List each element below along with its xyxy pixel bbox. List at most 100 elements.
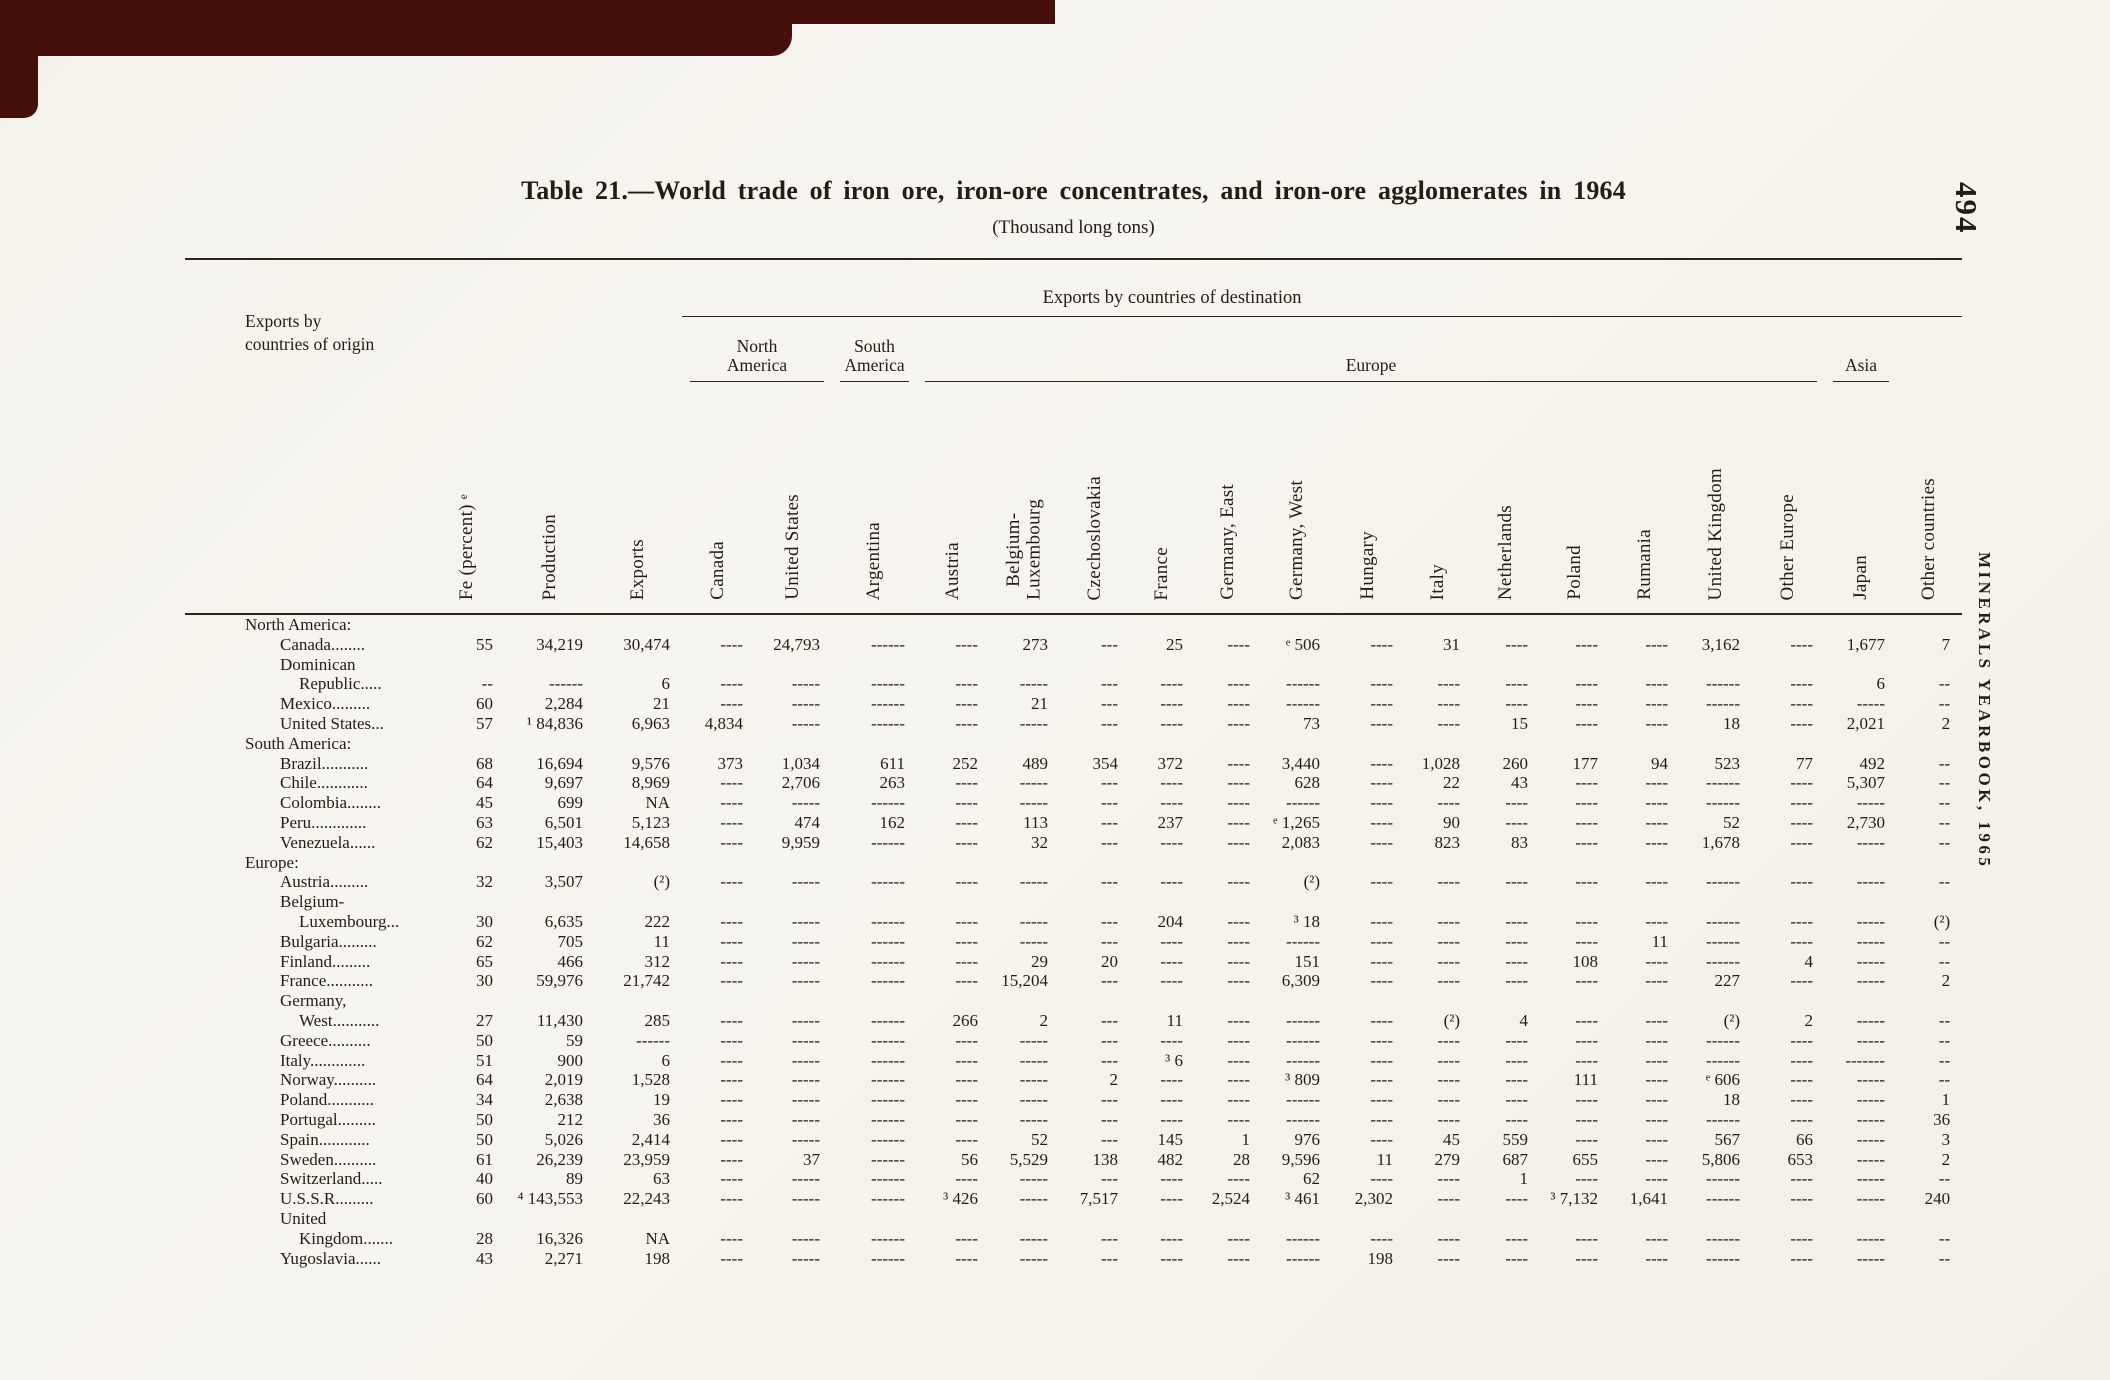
table-cell: ------ [1706, 1248, 1740, 1268]
table-cell: 40 [476, 1169, 493, 1189]
table-cell: ---- [720, 773, 743, 793]
table-row-yugoslavia: Yugoslavia...... 43 2,271 198 ---- ----- -----… [185, 1249, 1962, 1269]
table-cell: 94 [1651, 753, 1668, 773]
table-cell: ---- [1505, 1090, 1528, 1110]
table-cell: 111 [1573, 1070, 1598, 1090]
table-row-venezuela: Venezuela...... 62 15,403 14,658 ---- 9,959 --… [185, 833, 1962, 853]
table-cell: ------ [871, 971, 905, 991]
table-cell: 59 [566, 1030, 583, 1050]
table-cell: ---- [1790, 1228, 1813, 1248]
table-cell: ---- [1437, 1228, 1460, 1248]
column-header-label: Other countries [1918, 477, 1940, 600]
table-cell: 3,507 [544, 872, 583, 892]
row-label: U.S.S.R......... [280, 1189, 374, 1209]
table-cell: ---- [1505, 793, 1528, 813]
region-group-north-america: North America [682, 316, 832, 382]
table-cell: ---- [1437, 1248, 1460, 1268]
column-header-label: Argentina [863, 521, 885, 600]
table-cell: ---- [1227, 1050, 1250, 1070]
table-cell: ------ [1706, 931, 1740, 951]
table-cell: --- [1101, 1169, 1118, 1189]
region-group-label: South America [840, 336, 909, 382]
table-cell: ---- [1645, 793, 1668, 813]
table-cell: 21 [653, 694, 670, 714]
table-cell: 36 [653, 1109, 670, 1129]
table-cell: ------ [871, 951, 905, 971]
table-cell: ---- [1575, 1169, 1598, 1189]
table-cell: 198 [644, 1248, 671, 1268]
table-cell: 62 [1303, 1169, 1320, 1189]
table-cell: ----- [791, 793, 820, 813]
table-cell: ----- [1019, 1228, 1048, 1248]
row-label: Bulgaria......... [280, 931, 377, 951]
table-cell: ---- [1160, 1248, 1183, 1268]
table-cell: ---- [1160, 971, 1183, 991]
table-cell: ³ 426 [943, 1189, 978, 1209]
title-block: Table 21.—World trade of iron ore, iron-… [185, 176, 1962, 239]
table-cell: 5,026 [544, 1129, 583, 1149]
table-cell: ------ [871, 1109, 905, 1129]
table-cell: ---- [1160, 674, 1183, 694]
table-cell: 60 [476, 694, 493, 714]
table-cell: ---- [1505, 1109, 1528, 1129]
table-cell: 177 [1572, 753, 1599, 773]
table-cell: ---- [955, 713, 978, 733]
row-label: France........... [280, 971, 374, 991]
table-cell: 1,678 [1701, 832, 1740, 852]
table-cell: ---- [1160, 793, 1183, 813]
table-cell: ------ [871, 1228, 905, 1248]
row-label: Canada........ [280, 634, 365, 654]
table-cell: ------ [1286, 931, 1320, 951]
table-cell: ---- [1160, 1228, 1183, 1248]
table-cell: 489 [1022, 753, 1049, 773]
column-header-france: France [1130, 382, 1195, 615]
table-cell: ---- [1437, 694, 1460, 714]
table-cell: ----- [1019, 713, 1048, 733]
row-label: United Kingdom....... [280, 1208, 393, 1248]
table-cell: --- [1101, 674, 1118, 694]
table-cell: ---- [1790, 713, 1813, 733]
table-cell: 237 [1157, 812, 1184, 832]
table-cell: ----- [791, 1070, 820, 1090]
table-cell: ----- [1856, 1070, 1885, 1090]
table-cell: 66 [1796, 1129, 1813, 1149]
table-cell: 9,576 [631, 753, 670, 773]
table-cell: ---- [720, 793, 743, 813]
table-cell: 43 [476, 1248, 493, 1268]
table-cell: 65 [476, 951, 493, 971]
row-label: Germany, West........... [280, 991, 380, 1030]
table-cell: ------ [871, 1070, 905, 1090]
table-cell: --- [1101, 694, 1118, 714]
table-cell: 138 [1092, 1149, 1119, 1169]
table-cell: 3,440 [1281, 753, 1320, 773]
table-cell: ----- [1856, 1129, 1885, 1149]
table-cell: 279 [1434, 1149, 1461, 1169]
table-cell: 9,959 [781, 832, 820, 852]
row-label: Portugal......... [280, 1109, 376, 1129]
table-row-bulgaria: Bulgaria......... 62 705 11 ---- ----- ------ -… [185, 932, 1962, 952]
running-title: MINERALS YEARBOOK, 1965 [1975, 552, 1994, 870]
table-cell: ---- [1645, 1090, 1668, 1110]
table-cell: 285 [644, 1010, 671, 1030]
table-cell: ³ 461 [1285, 1189, 1320, 1209]
row-label: Switzerland..... [280, 1169, 383, 1189]
table-cell: ---- [1437, 1189, 1460, 1209]
table-body: North America: Canada........ 55 34,219 30,4… [185, 614, 1962, 1268]
table-cell: ---- [1160, 1189, 1183, 1209]
table-cell: ---- [955, 1030, 978, 1050]
table-cell: ---- [1575, 1010, 1598, 1030]
table-cell: ---- [1370, 951, 1393, 971]
table-cell: ---- [720, 1090, 743, 1110]
column-header-label: France [1151, 546, 1173, 601]
table-cell: (²) [1443, 1010, 1460, 1030]
row-label: Brazil........... [280, 753, 369, 773]
table-cell: -- [1938, 773, 1951, 793]
table-cell: 28 [1233, 1149, 1250, 1169]
region-group-south-america: South America [832, 316, 917, 382]
table-cell: ---- [1370, 812, 1393, 832]
table-cell: ---- [1575, 1129, 1598, 1149]
table-cell: 34 [476, 1090, 493, 1110]
table-row-canada: Canada........ 55 34,219 30,474 ---- 24,793 --… [185, 635, 1962, 655]
table-cell: ------ [871, 1149, 905, 1169]
column-header-japan: Japan [1825, 382, 1897, 615]
